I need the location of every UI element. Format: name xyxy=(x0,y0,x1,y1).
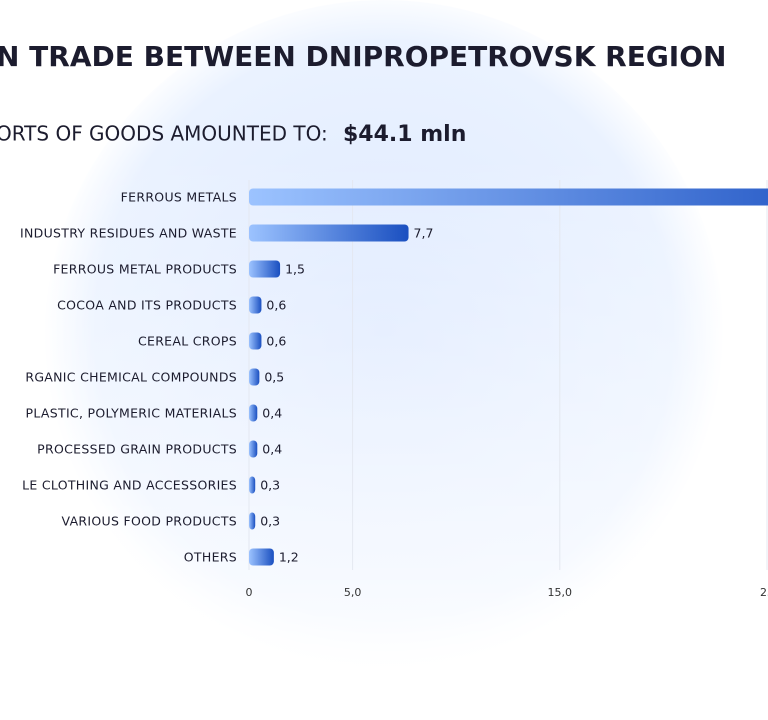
chart-title: N TRADE BETWEEN DNIPROPETROVSK REGION xyxy=(0,40,726,73)
value-label: 1,5 xyxy=(285,262,305,277)
x-tick-label: 25 xyxy=(760,586,768,599)
value-label: 0,6 xyxy=(266,334,286,349)
bar xyxy=(249,512,256,530)
category-label: INDUSTRY RESIDUES AND WASTE xyxy=(20,226,237,241)
value-label: 0,3 xyxy=(260,478,280,493)
bar xyxy=(249,476,256,494)
value-label: 0,4 xyxy=(262,442,282,457)
x-tick-label: 15,0 xyxy=(548,586,573,599)
bar xyxy=(249,548,274,566)
category-label: CEREAL CROPS xyxy=(138,334,237,349)
background-fade xyxy=(0,150,768,720)
total: $44.1 mln xyxy=(343,122,466,147)
value-label: 1,2 xyxy=(279,550,299,565)
x-tick-label: 5,0 xyxy=(344,586,362,599)
x-tick-label: 0 xyxy=(246,586,253,599)
bar xyxy=(249,296,262,314)
category-label: LE CLOTHING AND ACCESSORIES xyxy=(22,478,237,493)
plot: 0 5,0 15,0 25 FERROUS METALS INDUSTRY RESIDUE… xyxy=(20,180,768,599)
bar xyxy=(249,404,258,422)
bar xyxy=(249,332,262,350)
value-label: 0,4 xyxy=(262,406,282,421)
bar xyxy=(249,440,258,458)
value-label: 0,6 xyxy=(266,298,286,313)
category-label: PROCESSED GRAIN PRODUCTS xyxy=(37,442,237,457)
bar xyxy=(249,368,260,386)
category-label: FERROUS METAL PRODUCTS xyxy=(53,262,237,277)
category-label: VARIOUS FOOD PRODUCTS xyxy=(62,514,237,529)
category-label: OTHERS xyxy=(184,550,237,565)
value-label: 0,5 xyxy=(264,370,284,385)
bar xyxy=(249,224,409,242)
category-label: PLASTIC, POLYMERIC MATERIALS xyxy=(26,406,237,421)
subtitle: ORTS OF GOODS AMOUNTED TO: xyxy=(0,122,328,146)
category-label: COCOA AND ITS PRODUCTS xyxy=(57,298,237,313)
bar xyxy=(249,188,768,206)
category-label: RGANIC CHEMICAL COMPOUNDS xyxy=(25,370,237,385)
value-label: 0,3 xyxy=(260,514,280,529)
category-label: FERROUS METALS xyxy=(121,190,237,205)
bar xyxy=(249,260,281,278)
value-label: 7,7 xyxy=(414,226,434,241)
